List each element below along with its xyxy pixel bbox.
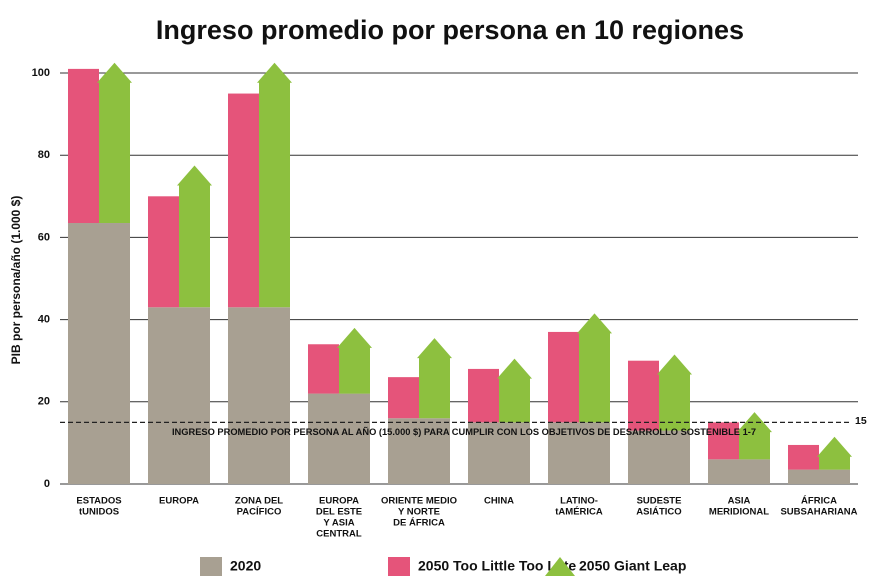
- reference-value: 15: [855, 415, 867, 427]
- bar-2020: [548, 422, 610, 484]
- bar-too-little: [308, 344, 339, 394]
- legend-label: 2050 Too Little Too Late: [418, 558, 576, 574]
- bar-2020: [468, 422, 530, 484]
- y-tick-label: 60: [38, 231, 50, 243]
- y-axis-label: PIB por persona/año (1.000 $): [9, 196, 23, 365]
- x-tick-label: CHINA: [484, 496, 514, 507]
- bar-giant-leap: [497, 358, 532, 423]
- x-tick-label: EUROPA: [319, 496, 359, 507]
- bar-2020: [628, 430, 690, 484]
- bar-too-little: [468, 368, 499, 423]
- x-tick-label: ESTADOS: [76, 496, 121, 507]
- x-tick-label: ÁFRICA: [801, 496, 837, 507]
- x-tick-label: DEL ESTE: [316, 507, 362, 518]
- bar-giant-leap: [657, 354, 692, 431]
- bar-too-little: [788, 444, 819, 470]
- bar-giant-leap: [577, 313, 612, 423]
- y-tick-label: 0: [44, 478, 50, 490]
- x-tick-label: Y NORTE: [398, 507, 440, 518]
- x-tick-label: DE ÁFRICA: [393, 518, 445, 529]
- x-tick-label: ORIENTE MEDIO: [381, 496, 457, 507]
- x-tick-label: ASIA: [728, 496, 751, 507]
- bar-too-little: [628, 360, 659, 431]
- x-tick-label: tUNIDOS: [79, 507, 119, 518]
- y-tick-label: 80: [38, 149, 50, 161]
- reference-text: INGRESO PROMEDIO POR PERSONA AL AÑO (15.…: [172, 427, 756, 437]
- bar-giant-leap: [817, 436, 852, 470]
- bar-too-little: [228, 93, 259, 308]
- y-tick-label: 100: [32, 67, 50, 79]
- chart-title: Ingreso promedio por persona en 10 regio…: [156, 15, 744, 45]
- bar-too-little: [388, 377, 419, 419]
- x-tick-label: LATINO-: [560, 496, 598, 507]
- x-tick-label: PACÍFICO: [237, 507, 282, 518]
- legend-swatch: [545, 557, 575, 576]
- bar-2020: [388, 418, 450, 484]
- bar-giant-leap: [737, 412, 772, 460]
- legend-label: 2020: [230, 558, 261, 574]
- bar-2020: [308, 393, 370, 484]
- bar-giant-leap: [177, 165, 212, 308]
- bar-too-little: [148, 196, 179, 308]
- x-tick-label: CENTRAL: [316, 529, 362, 540]
- bar-2020: [708, 459, 770, 484]
- bar-giant-leap: [417, 338, 452, 419]
- x-tick-label: tAMÉRICA: [555, 507, 603, 518]
- bar-too-little: [548, 331, 579, 423]
- bar-giant-leap: [337, 327, 372, 394]
- x-tick-label: SUDESTE: [637, 496, 682, 507]
- bar-2020: [68, 223, 130, 484]
- x-tick-label: SUBSAHARIANA: [780, 507, 857, 518]
- legend-label: 2050 Giant Leap: [579, 558, 686, 574]
- x-tick-label: ASIÁTICO: [636, 507, 681, 518]
- bar-2020: [788, 469, 850, 484]
- x-tick-label: ZONA DEL: [235, 496, 283, 507]
- y-tick-label: 20: [38, 396, 50, 408]
- x-tick-label: Y ASIA: [323, 518, 354, 529]
- x-tick-label: MERIDIONAL: [709, 507, 769, 518]
- bar-giant-leap: [257, 62, 292, 308]
- x-tick-label: EUROPA: [159, 496, 199, 507]
- bar-2020: [228, 307, 290, 484]
- y-tick-label: 40: [38, 314, 50, 326]
- bar-too-little: [708, 422, 739, 460]
- bar-giant-leap: [97, 62, 132, 224]
- bar-too-little: [68, 68, 99, 224]
- legend-swatch: [388, 557, 410, 576]
- legend-swatch: [200, 557, 222, 576]
- bar-2020: [148, 307, 210, 484]
